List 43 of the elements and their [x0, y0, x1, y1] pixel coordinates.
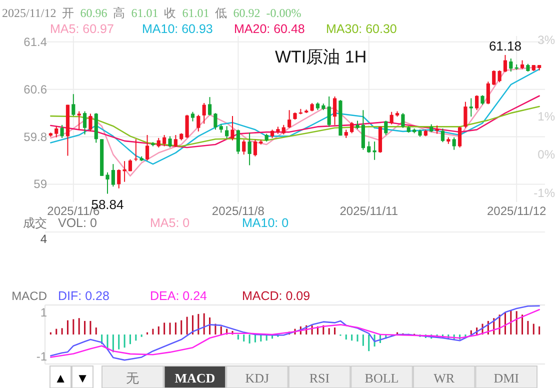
series-label: MACD: 0.09 [242, 289, 310, 303]
text: DEA: 0.24 [150, 289, 208, 303]
text: VOL: 0 [58, 216, 97, 230]
y-tick-label: -1 [36, 349, 48, 364]
y-tick-label: 61.4 [24, 34, 48, 49]
x-tick-label: 2025/11/8 [212, 204, 265, 218]
text: 成交 [23, 216, 47, 230]
text: MA10: 0 [242, 216, 289, 230]
y-axis-title: MACD [12, 289, 48, 303]
text: 60.96 [80, 6, 108, 20]
text: DIF: 0.28 [58, 289, 110, 303]
category-label: DMI [494, 370, 519, 386]
category-label: ▼ [76, 370, 89, 386]
annotation: 61.18 [488, 38, 522, 54]
text: WTI原油 1H [275, 48, 367, 66]
x-tick-label: 2025/11/11 [340, 204, 398, 218]
y-tick-label: 60.6 [24, 82, 48, 96]
text: 开 [62, 6, 74, 20]
category-label: MACD [174, 370, 216, 386]
text: 收 [164, 6, 176, 20]
text: 61.01 [182, 6, 210, 20]
text: MA5: 60.97 [50, 22, 114, 36]
category-label: WR [434, 370, 455, 386]
y-tick-label: 1 [40, 306, 48, 320]
text: 高 [113, 6, 126, 20]
text: 4 [40, 232, 48, 246]
text: 2025/11/12 [2, 6, 56, 20]
category-label: RSI [309, 370, 330, 386]
text: 低 [215, 6, 228, 20]
text: MA30: 60.30 [326, 22, 397, 36]
text: 60.92 [233, 6, 260, 20]
text: MA20: 60.48 [234, 22, 305, 36]
category-label: KDJ [245, 370, 270, 386]
category-label: ▲ [54, 370, 67, 386]
x-tick-label: 2025/11/12 [487, 204, 546, 218]
y-tick-label: 59 [34, 177, 48, 192]
category-label: BOLL [364, 370, 399, 386]
y-tick-label: 59.8 [24, 130, 48, 144]
text: MA5: 0 [150, 216, 190, 230]
category-label: 无 [126, 370, 140, 386]
text: -0.00% [266, 6, 302, 20]
text: 61.01 [131, 6, 158, 20]
text: MA10: 60.93 [142, 22, 213, 36]
